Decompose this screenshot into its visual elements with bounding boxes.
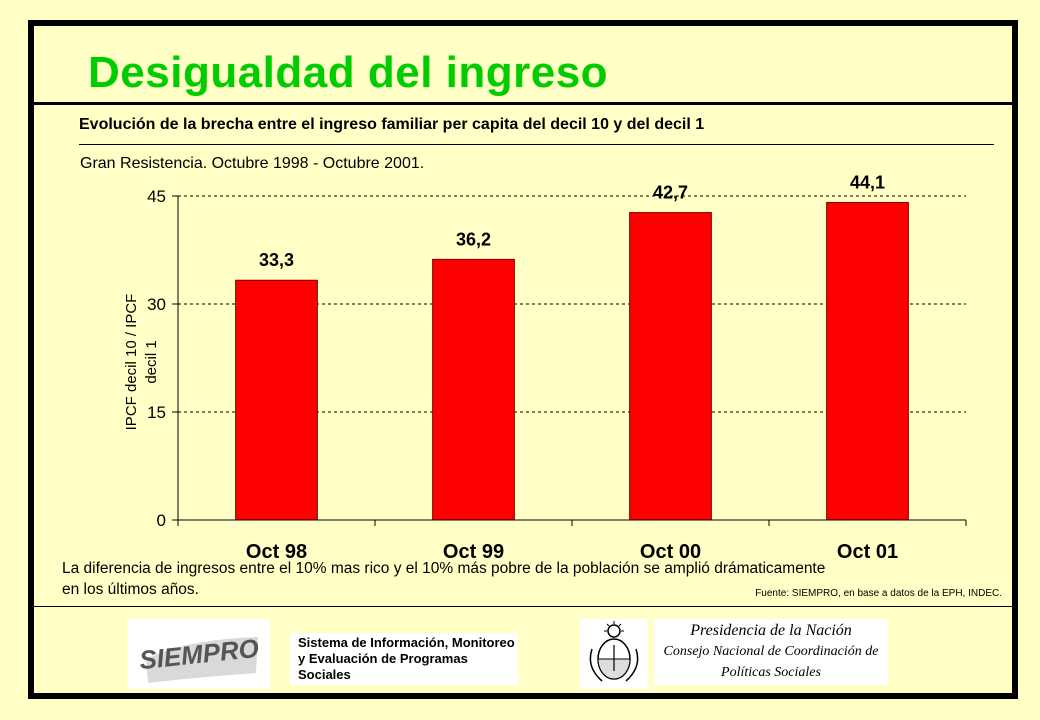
page-title: Desigualdad del ingreso <box>88 48 609 97</box>
bar <box>629 212 712 521</box>
sistema-logo: Sistema de Información, Monitoreo y Eval… <box>290 633 518 685</box>
bar <box>432 258 515 521</box>
bar <box>826 201 909 521</box>
footer-divider <box>34 606 1012 607</box>
sistema-line-1: Sistema de Información, Monitoreo <box>298 635 515 650</box>
x-tick-label: Oct 00 <box>640 541 701 563</box>
title-divider <box>34 102 1012 105</box>
siempro-logo: SIEMPRO <box>128 619 270 689</box>
data-label: 44,1 <box>850 172 885 192</box>
presidencia-line-2: Consejo Nacional de Coordinación de <box>663 644 879 659</box>
y-axis-label-line: IPCF decil 10 / IPCF <box>123 294 140 431</box>
subtitle-divider <box>79 144 994 145</box>
slide-frame: Desigualdad del ingreso Evolución de la … <box>28 20 1018 699</box>
bar-chart: 0 15 30 45 33,3 Oct 98 36,2 Oct 99 42,7 Oct 00 44… <box>123 172 967 563</box>
data-label: 42,7 <box>653 183 688 203</box>
presidencia-line-1: Presidencia de la Nación <box>690 622 852 639</box>
y-axis-label: IPCF decil 10 / IPCF decil 1 <box>123 294 160 431</box>
x-tick-label: Oct 01 <box>837 541 898 563</box>
x-tick-label: Oct 99 <box>443 541 504 563</box>
argentina-coat-of-arms-icon <box>580 619 648 689</box>
y-axis-label-line: decil 1 <box>143 340 160 383</box>
y-tick-label: 30 <box>147 295 166 314</box>
region-period-label: Gran Resistencia. Octubre 1998 - Octubre… <box>80 155 425 172</box>
chart-note: La diferencia de ingresos entre el 10% m… <box>62 558 992 600</box>
x-tick-label: Oct 98 <box>246 541 307 563</box>
note-line-2: en los últimos años. <box>62 581 199 598</box>
presidencia-line-3: Políticas Sociales <box>721 665 821 680</box>
sistema-line-2: y Evaluación de Programas Sociales <box>298 651 468 682</box>
siempro-logo-mark: SIEMPRO <box>128 619 270 689</box>
note-line-1: La diferencia de ingresos entre el 10% m… <box>62 560 826 577</box>
source-note: Fuente: SIEMPRO, en base a datos de la E… <box>755 588 1002 599</box>
y-tick-label: 0 <box>157 511 166 530</box>
bar <box>235 279 318 521</box>
data-label: 33,3 <box>259 250 294 270</box>
y-tick-label: 45 <box>147 187 166 206</box>
chart-subtitle: Evolución de la brecha entre el ingreso … <box>79 116 705 133</box>
data-label: 36,2 <box>456 229 491 249</box>
presidencia-logo: Presidencia de la Nación Consejo Naciona… <box>654 619 888 685</box>
y-tick-label: 15 <box>147 403 166 422</box>
